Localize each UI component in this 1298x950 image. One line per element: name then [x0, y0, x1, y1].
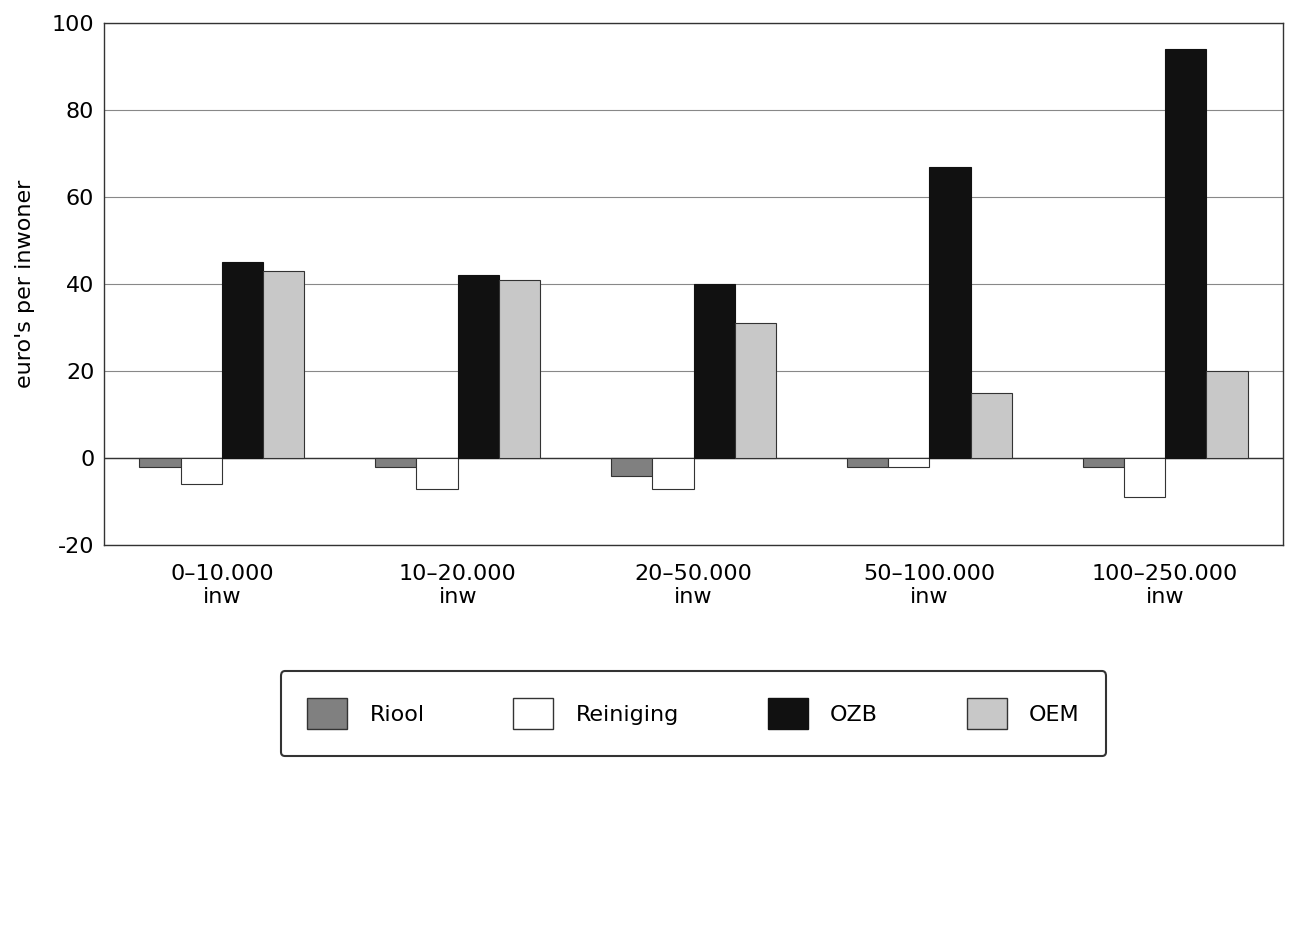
Bar: [498, 279, 540, 458]
Bar: [1083, 458, 1124, 466]
Bar: [458, 276, 498, 458]
Bar: [375, 458, 417, 466]
Bar: [888, 458, 929, 466]
Bar: [222, 262, 263, 458]
Bar: [417, 458, 458, 488]
Bar: [652, 458, 693, 488]
Bar: [929, 166, 971, 458]
Legend: Riool, Reiniging, OZB, OEM: Riool, Reiniging, OZB, OEM: [280, 671, 1106, 756]
Bar: [611, 458, 652, 476]
Bar: [1206, 371, 1247, 458]
Bar: [1124, 458, 1166, 497]
Bar: [180, 458, 222, 484]
Bar: [1166, 49, 1206, 458]
Bar: [846, 458, 888, 466]
Bar: [735, 323, 776, 458]
Y-axis label: euro's per inwoner: euro's per inwoner: [16, 180, 35, 389]
Bar: [263, 271, 305, 458]
Bar: [693, 284, 735, 458]
Bar: [971, 393, 1012, 458]
Bar: [139, 458, 180, 466]
